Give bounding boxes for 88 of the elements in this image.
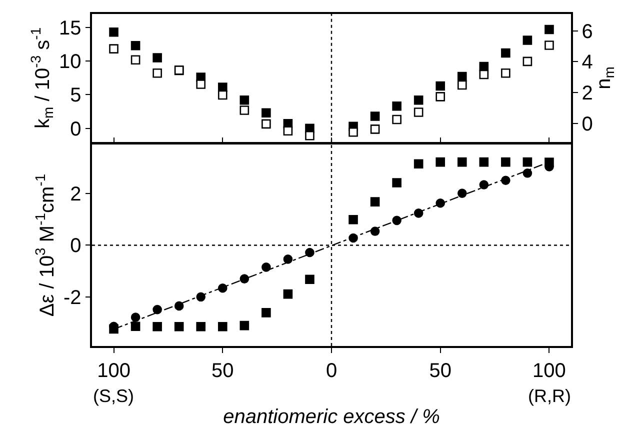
y-tick-label: 0 xyxy=(70,118,82,140)
point xyxy=(501,48,510,58)
point xyxy=(370,226,380,236)
point xyxy=(370,197,380,206)
point xyxy=(262,308,271,318)
point xyxy=(392,216,402,226)
y-tick-label: 0 xyxy=(70,235,82,258)
point xyxy=(544,24,554,34)
point xyxy=(262,108,271,118)
point xyxy=(522,56,532,66)
y2-tick-label: 6 xyxy=(582,20,593,43)
point xyxy=(240,95,250,105)
point xyxy=(283,126,293,136)
point xyxy=(174,322,184,332)
point xyxy=(305,248,314,258)
point xyxy=(370,124,380,134)
point xyxy=(457,80,467,90)
point xyxy=(152,304,162,314)
point xyxy=(240,274,250,284)
point xyxy=(130,55,140,65)
point xyxy=(348,215,358,224)
point xyxy=(522,36,532,45)
point xyxy=(414,95,424,105)
x-tick-label: 50 xyxy=(429,360,452,382)
point xyxy=(436,198,446,208)
point xyxy=(262,119,271,129)
y2-tick-label: 2 xyxy=(582,82,593,105)
point xyxy=(457,72,467,82)
x-tick-label: 0 xyxy=(326,360,338,382)
y-tick-label: 15 xyxy=(59,17,82,40)
point xyxy=(414,159,424,169)
point xyxy=(479,157,489,167)
point xyxy=(152,53,162,62)
point xyxy=(370,112,380,121)
point xyxy=(283,254,293,264)
point xyxy=(501,176,510,186)
point xyxy=(218,322,228,332)
point xyxy=(348,127,358,137)
point xyxy=(479,70,489,80)
point xyxy=(218,90,228,100)
x-axis-title: enantiomeric excess / % xyxy=(223,406,440,428)
point xyxy=(436,81,446,91)
point xyxy=(152,322,162,332)
point xyxy=(544,40,554,50)
y-tick-label: -2 xyxy=(63,286,82,309)
point xyxy=(436,92,446,102)
point xyxy=(348,233,358,243)
y2-tick-label: 0 xyxy=(582,113,593,136)
y-tick-label: 2 xyxy=(70,184,82,206)
text: (S,S) xyxy=(93,386,134,406)
point xyxy=(152,68,162,78)
point xyxy=(240,106,250,115)
y-tick-label: 5 xyxy=(70,84,82,107)
point xyxy=(109,44,118,54)
point xyxy=(218,283,228,293)
point xyxy=(392,102,402,111)
y-tick-label: 10 xyxy=(59,51,82,74)
point xyxy=(501,157,510,167)
point xyxy=(109,28,118,37)
point xyxy=(457,157,467,167)
point xyxy=(130,322,140,332)
point xyxy=(130,40,140,50)
point xyxy=(196,80,206,89)
point xyxy=(414,208,424,218)
point xyxy=(522,157,532,167)
x-tick-label: 50 xyxy=(212,360,234,382)
point xyxy=(174,301,184,311)
point xyxy=(392,114,402,124)
point xyxy=(196,322,206,332)
x-tick-label: 100 xyxy=(532,360,566,382)
x-tick-label: 100 xyxy=(97,360,130,382)
point xyxy=(305,274,314,284)
text: (R,R) xyxy=(528,386,571,406)
y2-tick-label: 4 xyxy=(582,52,593,74)
point xyxy=(196,292,206,302)
point xyxy=(240,320,250,330)
point xyxy=(130,312,140,322)
point xyxy=(262,262,271,272)
point xyxy=(522,168,532,178)
point xyxy=(501,68,510,78)
point xyxy=(414,108,424,117)
point xyxy=(457,188,467,198)
point xyxy=(436,157,446,167)
point xyxy=(283,289,293,299)
point xyxy=(392,178,402,188)
point xyxy=(479,180,489,190)
point xyxy=(305,131,314,140)
point xyxy=(218,82,228,92)
